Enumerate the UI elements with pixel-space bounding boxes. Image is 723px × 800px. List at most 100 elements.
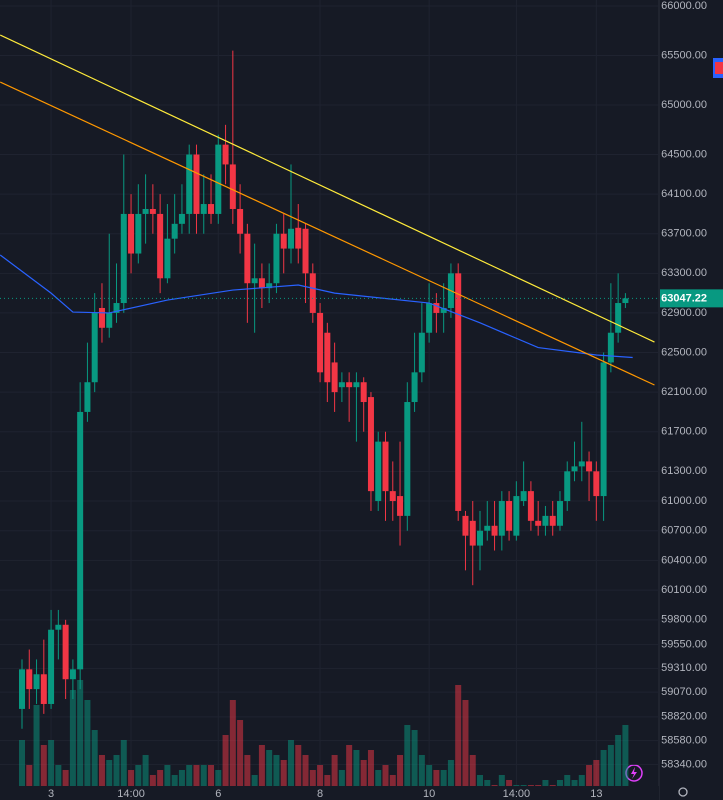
y-tick-label: 58820.00 [661,711,707,723]
candle-body [142,208,149,214]
candle-body [477,530,484,546]
candle-body [120,213,127,304]
volume-bar [178,770,185,800]
volume-bar [433,770,440,800]
y-tick-label: 60700.00 [661,525,707,537]
candle-body [556,501,563,526]
volume-bar [113,755,120,800]
volume-bar [26,765,33,800]
y-tick-label: 66000.00 [661,0,707,12]
volume-bar [338,770,345,800]
volume-bar [19,740,25,800]
candle-body [622,298,629,304]
candle-body [440,307,447,313]
y-tick-label: 58340.00 [661,758,707,770]
candle-body [469,520,476,546]
candle-body [62,624,69,680]
y-tick-label: 59310.00 [661,662,707,674]
y-tick-label: 61700.00 [661,426,707,438]
volume-bar [346,745,353,800]
candle-body [593,471,600,497]
volume-bar [462,700,469,800]
y-tick-label: 65000.00 [661,99,707,111]
candle-body [389,491,396,502]
candle-body [128,213,135,254]
candle-body [208,204,215,214]
candle-body [287,228,294,249]
y-tick-label: 59800.00 [661,614,707,626]
volume-bar [360,760,367,800]
volume-bar [84,700,91,800]
candle-body [346,382,353,388]
candle-body [186,154,193,214]
plot [0,0,659,800]
candle-body [571,466,578,472]
y-tick-label: 62900.00 [661,307,707,319]
x-tick-label: 13 [590,788,602,800]
volume-bar [33,705,40,800]
x-tick-label: 10 [423,788,435,800]
candle-body [324,332,331,383]
candle-body [615,303,622,333]
volume-bar [600,750,607,800]
candle-body [578,461,585,467]
candle-body [513,496,520,536]
volume-bar [331,755,338,800]
candle-body [40,674,47,704]
volume-bar [244,755,251,800]
volume-bar [287,740,294,800]
volume-bar [411,730,418,800]
candle-body [77,411,84,670]
candle-body [309,273,316,313]
candle-body [178,213,185,224]
volume-bar [208,765,215,800]
last-price-box [660,289,723,308]
volume-bar [295,745,302,800]
volume-bar [469,755,476,800]
last-price-label: 63047.22 [661,292,707,304]
settings-icon[interactable] [678,787,688,797]
candle-body [193,154,200,214]
x-tick-label: 14:00 [117,788,145,800]
volume-bar [200,765,207,800]
volume-bar [317,765,324,800]
candle-body [353,382,360,388]
candle-body [455,273,462,511]
gear[interactable] [678,787,688,797]
volume-bar [593,760,600,800]
candle-body [491,525,498,536]
candle-body [549,515,556,526]
y-tick-label: 61000.00 [661,495,707,507]
candle-body [171,223,178,239]
volume-bar [622,725,629,800]
volume-bar [404,725,411,800]
volume-bar [586,765,593,800]
volume-bar [128,770,135,800]
y-tick-label: 62100.00 [661,386,707,398]
volume-bar [62,770,69,800]
volume-bar [186,765,193,800]
candle-body [367,397,374,492]
candle-body [331,362,338,393]
volume-bar [302,755,309,800]
volume-bar [48,740,55,800]
candle-body [607,332,614,363]
volume-bar [418,755,425,800]
candle-body [418,332,425,373]
icon-bolt[interactable] [631,767,637,779]
candle-body [586,461,593,472]
candle-body [498,501,505,536]
candle-body [542,515,549,526]
candle-body [302,228,309,274]
volume-bar [215,770,222,800]
volume-bar [455,685,462,800]
candle-body [280,233,287,249]
x-tick-label: 3 [48,788,54,800]
candle-body [164,238,171,279]
candle-body [48,629,55,704]
x-tick-label: 8 [317,788,323,800]
x-tick-label: 6 [215,788,221,800]
volume-bar [135,765,142,800]
side-marker-inner [715,62,723,74]
volume-bar [222,735,229,800]
